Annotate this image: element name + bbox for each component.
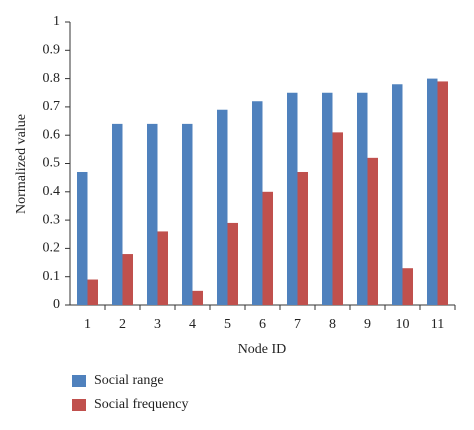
bar xyxy=(402,268,413,305)
bar xyxy=(112,123,123,305)
bar xyxy=(322,92,333,305)
y-tick-label: 0.8 xyxy=(43,71,61,86)
x-tick-label: 2 xyxy=(119,317,126,332)
y-tick-label: 0.7 xyxy=(43,99,61,114)
bar xyxy=(287,92,298,305)
x-tick-label: 10 xyxy=(396,317,410,332)
x-axis-label: Node ID xyxy=(238,342,287,357)
y-tick-label: 0.5 xyxy=(43,156,61,171)
bar xyxy=(122,254,133,305)
bar xyxy=(252,101,263,306)
bar xyxy=(192,290,203,305)
x-tick-label: 5 xyxy=(224,317,231,332)
bar xyxy=(262,191,273,305)
legend-label: Social frequency xyxy=(94,397,188,412)
x-tick-label: 7 xyxy=(294,317,301,332)
y-tick-label: 0.6 xyxy=(43,127,61,142)
bar xyxy=(87,279,98,305)
y-axis-label: Normalized value xyxy=(14,114,29,214)
y-tick-label: 0 xyxy=(53,297,60,312)
bar xyxy=(157,231,168,305)
y-tick-label: 1 xyxy=(53,14,60,29)
x-tick-label: 9 xyxy=(364,317,371,332)
y-tick-label: 0.2 xyxy=(43,241,61,256)
y-tick-label: 0.3 xyxy=(43,212,61,227)
legend-swatch xyxy=(72,399,86,411)
x-tick-label: 1 xyxy=(84,317,91,332)
bar xyxy=(297,171,308,305)
bar xyxy=(367,157,378,305)
bar xyxy=(427,78,438,305)
y-tick-label: 0.9 xyxy=(43,43,61,58)
bar xyxy=(227,222,238,305)
x-tick-label: 4 xyxy=(189,317,196,332)
y-tick-label: 0.4 xyxy=(43,184,61,199)
x-tick-label: 3 xyxy=(154,317,161,332)
bar xyxy=(437,81,448,306)
bar xyxy=(147,123,158,305)
bar xyxy=(217,109,228,305)
legend-swatch xyxy=(72,375,86,387)
bar xyxy=(77,171,88,305)
x-tick-label: 6 xyxy=(259,317,266,332)
y-tick-label: 0.1 xyxy=(43,269,61,284)
bar xyxy=(182,123,193,305)
x-tick-label: 11 xyxy=(431,317,444,332)
bar xyxy=(332,132,343,305)
bar xyxy=(357,92,368,305)
x-tick-label: 8 xyxy=(329,317,336,332)
legend-label: Social range xyxy=(94,373,164,388)
bar xyxy=(392,84,403,305)
